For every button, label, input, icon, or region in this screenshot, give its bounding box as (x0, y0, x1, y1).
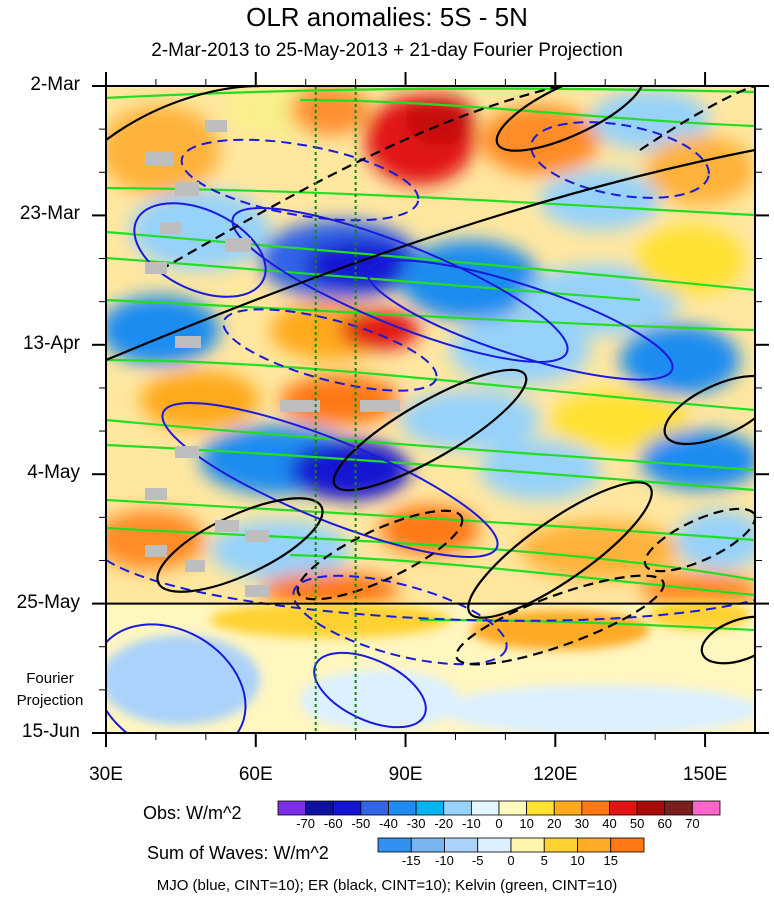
colorbar-swatch (443, 800, 472, 816)
colorbar-swatch (510, 837, 545, 853)
x-tick-label: 60E (238, 764, 273, 785)
colorbar-swatch (609, 800, 638, 816)
olr-heatmap (106, 86, 755, 733)
colorbar-tick-label: -15 (401, 853, 421, 868)
colorbar-tick-label: 70 (685, 816, 700, 831)
colorbar-tick-label: 0 (507, 853, 515, 868)
colorbar-tick-label: -5 (471, 853, 484, 868)
chart-subtitle: 2-Mar-2013 to 25-May-2013 + 21-day Fouri… (151, 40, 623, 61)
y-tick-label: 4-May (27, 462, 80, 484)
colorbar-swatch (577, 837, 612, 853)
colorbar-tick-label: 40 (602, 816, 617, 831)
kelvin-contours (106, 87, 755, 632)
colorbar-swatch (581, 800, 610, 816)
colorbar-tick-label: -20 (434, 816, 454, 831)
colorbar-swatch (332, 800, 362, 816)
colorbar-swatch (444, 837, 479, 853)
plot-axes (92, 72, 769, 747)
plot-frame (105, 85, 756, 734)
colorbar-tick-label: 10 (519, 816, 534, 831)
colorbar-swatch (410, 837, 445, 853)
y-tick-label: 25-May (16, 591, 80, 613)
colorbar-swatch (415, 800, 445, 816)
colorbar-swatch (360, 800, 389, 816)
colorbar-swatch (388, 800, 417, 816)
colorbar-tick-label: 60 (657, 816, 672, 831)
colorbar-tick-label: 20 (547, 816, 562, 831)
colorbar-swatch (498, 800, 528, 816)
missing-data (145, 120, 400, 597)
y-tick-label: 23-Mar (19, 203, 80, 225)
colorbar-tick-label: -10 (435, 853, 454, 868)
projection-label-line2: Projection (16, 692, 84, 709)
x-tick-label: 30E (89, 764, 123, 785)
colorbar-swatch (636, 800, 666, 816)
colorbar-swatch (553, 800, 583, 816)
y-tick-label: 15-Jun (21, 721, 80, 742)
colorbar-swatch (543, 837, 578, 853)
colorbar-tick-label: -60 (323, 816, 343, 831)
footnote: MJO (blue, CINT=10); ER (black, CINT=10)… (156, 877, 618, 894)
colorbar-tick-label: 30 (574, 816, 590, 831)
mjo-contours (106, 121, 755, 733)
colorbar-swatch (470, 800, 500, 816)
y-tick-label: 2-Mar (30, 74, 80, 95)
colorbar-swatch (477, 837, 512, 853)
colorbar-swatch (526, 800, 555, 816)
colorbars (277, 800, 721, 853)
colorbar-tick-label: 0 (495, 816, 503, 831)
colorbar-swatch (377, 837, 412, 853)
colorbar-tick-label: -30 (406, 816, 426, 831)
colorbar-swatch (277, 800, 307, 816)
waves-colorbar-label: Sum of Waves: W/m^2 (147, 843, 329, 863)
x-tick-label: 90E (388, 764, 423, 785)
colorbar-tick-label: -50 (351, 816, 371, 831)
colorbar-tick-label: 10 (570, 853, 585, 868)
colorbar-tick-label: -40 (379, 816, 398, 831)
colorbar-tick-label: 15 (603, 853, 618, 868)
y-tick-label: 13-Apr (22, 332, 80, 354)
colorbar-swatch (691, 800, 721, 816)
x-tick-label: 120E (533, 764, 578, 785)
obs-colorbar-label: Obs: W/m^2 (143, 803, 242, 823)
er-contours (106, 86, 755, 666)
projection-label-line1: Fourier (26, 670, 74, 687)
x-tick-label: 150E (682, 764, 728, 785)
colorbar-tick-label: -10 (461, 816, 481, 831)
colorbar-tick-label: 50 (629, 816, 645, 831)
colorbar-swatch (305, 800, 334, 816)
colorbar-swatch (610, 837, 645, 853)
chart-title: OLR anomalies: 5S - 5N (246, 2, 528, 32)
colorbar-tick-label: -70 (296, 816, 316, 831)
colorbar-tick-label: 5 (540, 853, 548, 868)
projection-label: Fourier Projection (0, 668, 100, 712)
colorbar-swatch (664, 800, 693, 816)
